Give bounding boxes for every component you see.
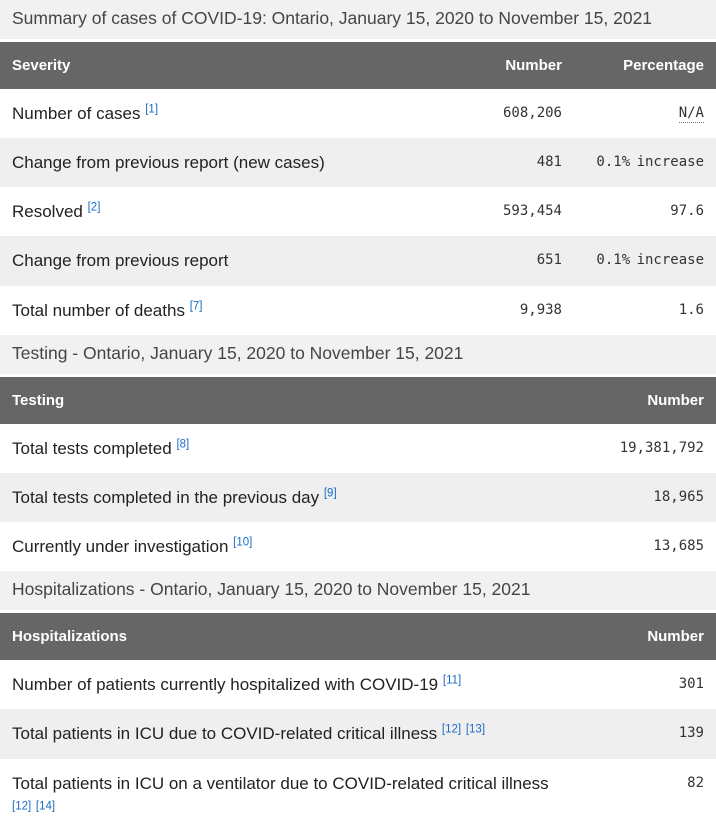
number-cell: 19,381,792 (619, 439, 704, 456)
header-row: Testing Number (0, 376, 716, 424)
footnote-sup: [11] (442, 674, 462, 687)
percentage-cell: 0.1% increase (596, 154, 704, 171)
hospitalizations-table: Hospitalizations Number Number of patient… (0, 613, 716, 835)
footnote-link[interactable]: [11] (442, 674, 462, 687)
row-label: Total tests completed in the previous da… (0, 473, 572, 522)
footnote-sup: [8] (176, 438, 189, 450)
table-row: Total tests completed [8] 19,381,792 (0, 424, 716, 473)
row-label-text: Change from previous report (12, 251, 229, 271)
na-abbreviation[interactable]: N/A (678, 104, 704, 123)
row-label-text: Change from previous report (new cases) (12, 153, 325, 173)
row-label: Currently under investigation [10] (0, 522, 572, 571)
number-cell: 9,938 (519, 301, 562, 318)
column-header-percentage: Percentage (574, 41, 716, 89)
column-header-number: Number (572, 613, 716, 661)
row-label: Total patients in ICU on a ventilator du… (0, 759, 572, 835)
table-row: Number of cases [1] 608,206 N/A (0, 89, 716, 138)
footnote-link[interactable]: [8] (176, 438, 190, 451)
footnote-link[interactable]: [12] (441, 723, 462, 736)
testing-table-body: Total tests completed [8] 19,381,792 Total… (0, 424, 716, 572)
row-label: Total number of deaths [7] (0, 286, 410, 335)
severity-table-caption: Summary of cases of COVID-19: Ontario, J… (0, 0, 716, 39)
table-row: Resolved [2] 593,454 97.6 (0, 187, 716, 236)
column-header-severity: Severity (0, 41, 410, 89)
row-label-text: Total patients in ICU on a ventilator du… (12, 773, 549, 793)
header-row: Severity Number Percentage (0, 41, 716, 89)
number-cell: 481 (536, 154, 562, 171)
footnote-link[interactable]: [12] (12, 800, 32, 813)
footnote-link[interactable]: [13] (465, 723, 486, 736)
percentage-cell: N/A (574, 89, 716, 138)
hospitalizations-section: Hospitalizations - Ontario, January 15, … (0, 571, 716, 835)
percentage-cell: 0.1% increase (596, 252, 704, 269)
percentage-cell: 1.6 (678, 301, 704, 318)
hospitalizations-table-caption: Hospitalizations - Ontario, January 15, … (0, 571, 716, 611)
percentage-cell: 97.6 (670, 203, 704, 220)
table-row: Total patients in ICU due to COVID-relat… (0, 709, 716, 759)
footnote-sup: [2] (88, 202, 101, 214)
testing-section: Testing - Ontario, January 15, 2020 to N… (0, 334, 716, 572)
row-label: Total tests completed [8] (0, 424, 572, 473)
row-label: Change from previous report (new cases) (0, 138, 410, 187)
footnote-sup: [10] (233, 536, 253, 549)
footnote-link[interactable]: [14] (35, 800, 56, 813)
number-cell: 608,206 (502, 104, 562, 121)
testing-table: Testing Number Total tests completed [8] 1… (0, 376, 716, 572)
row-label: Number of cases [1] (0, 89, 410, 138)
table-row: Total patients in ICU on a ventilator du… (0, 759, 716, 835)
footnote-sup: [13] (466, 724, 485, 736)
testing-table-caption: Testing - Ontario, January 15, 2020 to N… (0, 334, 716, 374)
footnote-sup: [14] (36, 800, 55, 812)
row-label-text: Total tests completed in the previous da… (12, 487, 320, 507)
hospitalizations-table-body: Number of patients currently hospitalize… (0, 660, 716, 835)
testing-table-header: Testing Number (0, 376, 716, 424)
table-row: Change from previous report 651 0.1% incre… (0, 236, 716, 286)
table-row: Change from previous report (new cases) 4… (0, 138, 716, 188)
table-row: Total number of deaths [7] 9,938 1.6 (0, 286, 716, 335)
footnote-link[interactable]: [9] (323, 487, 337, 500)
footnote-sup: [12] (442, 724, 461, 736)
severity-table: Severity Number Percentage Number of cases… (0, 41, 716, 335)
footnote-link[interactable]: [2] (87, 201, 101, 214)
footnote-link[interactable]: [1] (145, 103, 159, 116)
row-label: Number of patients currently hospitalize… (0, 660, 572, 709)
table-row: Currently under investigation [10] 13,685 (0, 522, 716, 571)
row-label-text: Number of cases (12, 103, 141, 123)
number-cell: 18,965 (653, 488, 704, 505)
row-label-text: Total number of deaths (12, 300, 185, 320)
row-label-text: Number of patients currently hospitalize… (12, 675, 439, 695)
footnote-sup: [9] (324, 487, 337, 499)
severity-table-body: Number of cases [1] 608,206 N/A Change from… (0, 89, 716, 335)
column-header-hospitalizations: Hospitalizations (0, 613, 572, 661)
column-header-testing: Testing (0, 376, 572, 424)
footnote-sup: [1] (145, 103, 158, 115)
row-label-text: Currently under investigation (12, 537, 229, 557)
row-label-text: Resolved (12, 202, 83, 222)
table-row: Total tests completed in the previous da… (0, 472, 716, 523)
number-cell: 651 (536, 252, 562, 269)
table-row: Number of patients currently hospitalize… (0, 660, 716, 709)
severity-section: Summary of cases of COVID-19: Ontario, J… (0, 0, 716, 335)
row-label: Resolved [2] (0, 187, 410, 236)
footnote-link[interactable]: [7] (189, 299, 203, 312)
row-label-text: Total patients in ICU due to COVID-relat… (12, 724, 438, 744)
column-header-number: Number (572, 376, 716, 424)
hospitalizations-table-header: Hospitalizations Number (0, 613, 716, 661)
footnote-sup: [12] (12, 800, 31, 812)
row-label: Change from previous report (0, 236, 410, 285)
number-cell: 593,454 (502, 203, 562, 220)
number-cell: 13,685 (653, 538, 704, 555)
number-cell: 139 (678, 725, 704, 742)
row-label: Total patients in ICU due to COVID-relat… (0, 709, 572, 758)
footnote-sup: [7] (190, 300, 203, 312)
column-header-number: Number (410, 41, 574, 89)
row-label-text: Total tests completed (12, 438, 172, 458)
severity-table-header: Severity Number Percentage (0, 41, 716, 89)
number-cell: 301 (678, 676, 704, 693)
header-row: Hospitalizations Number (0, 613, 716, 661)
number-cell: 82 (687, 774, 704, 791)
footnote-link[interactable]: [10] (233, 536, 253, 549)
